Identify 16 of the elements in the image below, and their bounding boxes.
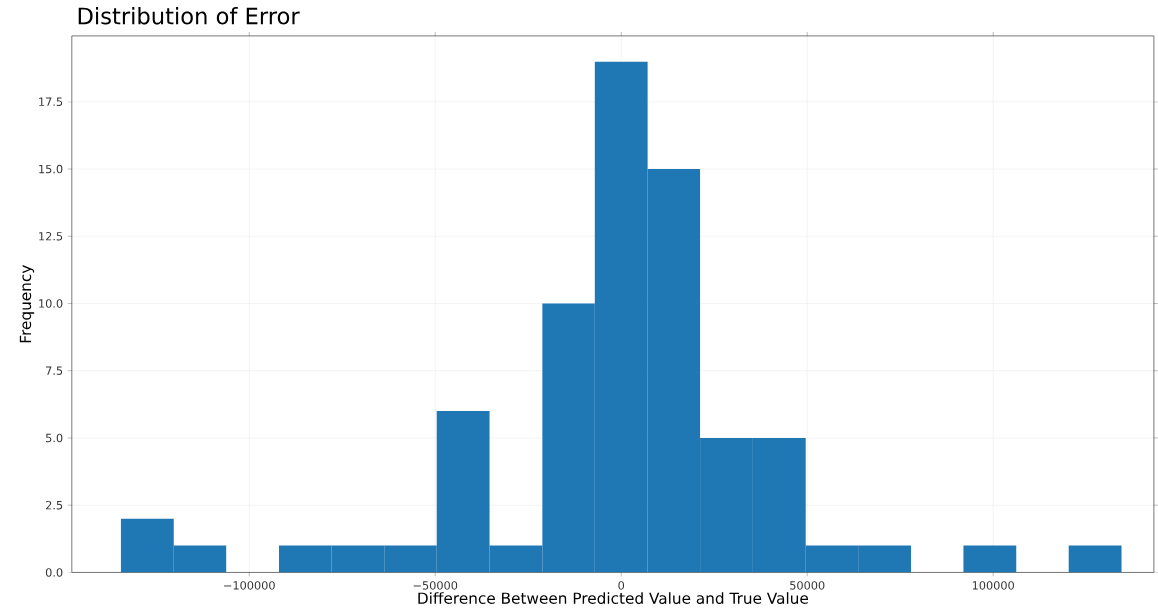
x-tick-label: 100000 — [972, 580, 1014, 590]
y-tick-label: 17.5 — [39, 97, 63, 106]
x-tick-label: −100000 — [224, 580, 275, 590]
x-tick-label: −50000 — [413, 580, 458, 590]
y-tick-label: 0.0 — [45, 568, 63, 577]
y-tick-label: 12.5 — [39, 231, 63, 241]
x-tick-label: 50000 — [790, 580, 825, 590]
chart-title: Distribution of Error — [78, 6, 300, 25]
y-tick-label: 7.5 — [46, 366, 63, 375]
x-axis-title: Difference Between Predicted Value and True Value — [418, 592, 809, 604]
y-tick-label: 15.0 — [39, 164, 63, 174]
y-tick-label: 2.5 — [45, 500, 63, 510]
y-axis-title: Frequency — [19, 264, 35, 343]
x-tick-label: 0 — [618, 580, 625, 590]
y-tick-label: 5.0 — [46, 433, 63, 443]
y-tick-label: 10.0 — [39, 299, 63, 308]
